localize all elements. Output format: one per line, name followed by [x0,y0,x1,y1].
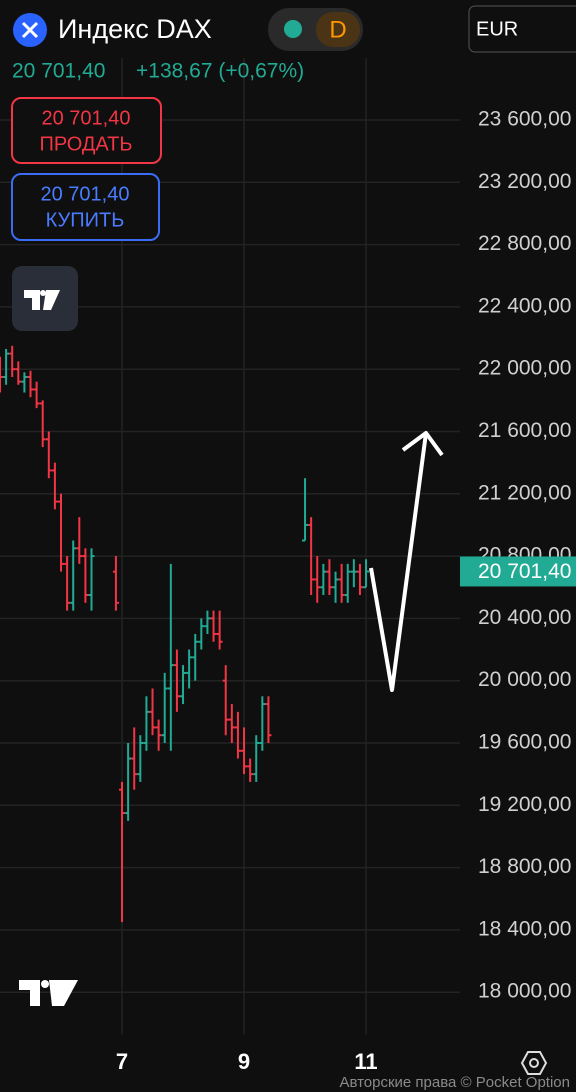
buy-button[interactable] [11,173,160,241]
buy-price: 20 701,40 [41,183,130,205]
timeframe-badge [316,12,360,47]
x-tick-label: 11 [354,1049,377,1074]
watermark-logo [19,980,78,1006]
y-tick-label: 19 600,00 [478,731,571,754]
price: 20 701,40 [12,60,105,83]
y-tick-label: 21 600,00 [478,419,571,442]
buy-label: КУПИТЬ [46,209,125,231]
settings-icon[interactable] [520,1051,548,1075]
y-tick-label: 19 200,00 [478,793,571,816]
drawn-arrow [369,432,428,692]
price-change: +138,67 (+0,67%) [136,60,304,83]
y-tick-label: 18 800,00 [478,855,571,878]
tradingview-logo-dot [40,290,46,296]
x-tick-label: 9 [238,1049,250,1074]
timeframe: D [329,16,346,43]
copyright: Авторские права © Pocket Option [339,1074,570,1091]
y-tick-label: 23 600,00 [478,108,571,131]
y-tick-label: 22 000,00 [478,357,571,380]
sell-button[interactable] [11,97,162,164]
y-tick-label: 18 400,00 [478,917,571,940]
y-tick-label: 18 000,00 [478,980,571,1003]
watermark-logo-dot [41,980,49,988]
last-price-tag [460,556,576,587]
currency-select[interactable] [468,5,576,53]
settings-icon-center [529,1058,539,1068]
y-tick-label: 20 400,00 [478,606,571,629]
drawn-arrowhead [401,431,444,457]
market-open-dot [284,20,302,38]
last-price-label: 20 701,40 [478,560,571,583]
y-tick-label: 21 200,00 [478,481,571,504]
close-icon [21,21,39,39]
y-tick-label: 22 400,00 [478,294,571,317]
y-tick-label: 20 000,00 [478,668,571,691]
y-tick-label: 23 200,00 [478,170,571,193]
tradingview-logo [24,290,60,310]
y-tick-label: 22 800,00 [478,232,571,255]
x-tick-label: 7 [116,1049,128,1074]
instrument-title: Индекс DAX [58,14,212,44]
sell-label: ПРОДАТЬ [39,133,132,155]
currency: EUR [476,18,518,40]
sell-price: 20 701,40 [42,107,131,129]
